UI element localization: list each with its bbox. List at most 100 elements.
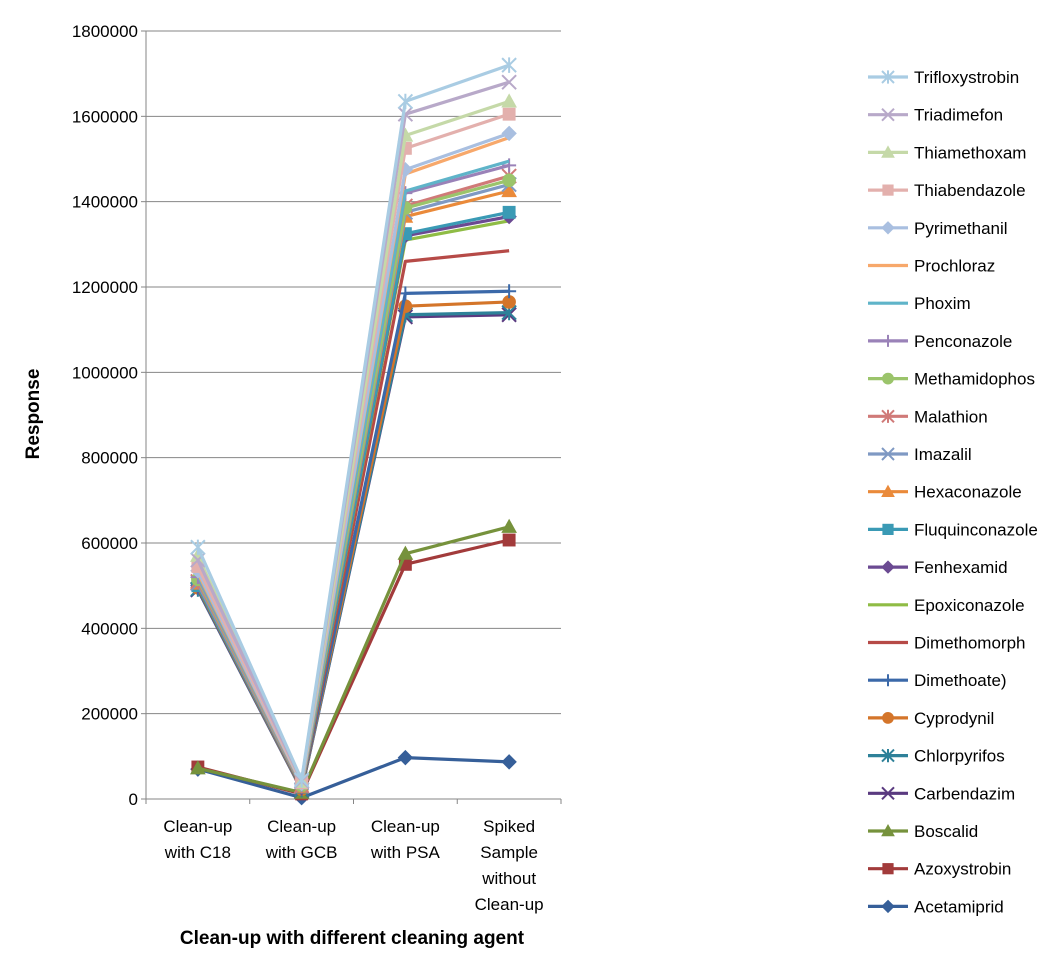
series-dimethoate: [190, 284, 517, 796]
data-point: [882, 334, 894, 347]
data-point: [881, 560, 895, 574]
gridlines: [146, 30, 561, 715]
data-point: [190, 539, 206, 555]
data-point: [881, 899, 895, 914]
data-point: [501, 182, 517, 198]
series-line: [196, 63, 510, 782]
x-tick-label: Clean-up with GCB: [265, 817, 338, 862]
legend-label: Fluquinconazole: [914, 520, 1038, 539]
legend-label: Azoxystrobin: [914, 860, 1011, 879]
legend-label: Fenhexamid: [914, 558, 1008, 577]
x-axis-title: Clean-up with different cleaning agent: [180, 928, 525, 949]
legend-label: Triadimefon: [914, 106, 1003, 125]
y-tick-label: 0: [129, 790, 138, 809]
x-tick-label: Clean-up with PSA: [370, 817, 441, 862]
data-point: [397, 93, 414, 110]
y-tick-label: 600000: [81, 534, 138, 553]
data-point: [882, 712, 894, 724]
data-point: [881, 786, 895, 801]
legend-item: Imazalil: [868, 445, 972, 464]
legend-label: Prochloraz: [914, 257, 995, 276]
data-point: [397, 106, 414, 122]
legend-item: Fenhexamid: [868, 558, 1008, 577]
legend-label: Imazalil: [914, 445, 972, 464]
y-tick-label: 200000: [81, 705, 138, 724]
legend-label: Hexaconazole: [914, 483, 1022, 502]
legend-label: Penconazole: [914, 332, 1012, 351]
legend-item: Penconazole: [868, 332, 1012, 351]
data-point: [881, 70, 895, 84]
data-point: [502, 205, 516, 219]
data-point: [398, 286, 413, 301]
legend-label: Chlorpyrifos: [914, 747, 1005, 766]
legend-item: Boscalid: [868, 822, 978, 841]
legend-item: Pyrimethanil: [868, 219, 1008, 238]
data-point: [881, 145, 895, 158]
legend-label: Acetamiprid: [914, 897, 1004, 916]
data-point: [501, 93, 517, 108]
y-axis-ticks: 0 200000 400000 600000 800000 1000000 1200000 1…: [72, 22, 146, 809]
legend-item: Methamidophos: [868, 370, 1035, 389]
data-point: [881, 748, 895, 763]
legend-item: Fluquinconazole: [868, 520, 1038, 539]
legend-item: Phoxim: [868, 294, 971, 313]
legend-item: Prochloraz: [868, 257, 995, 276]
data-point: [397, 545, 414, 560]
data-point: [501, 518, 517, 533]
data-point: [501, 57, 517, 73]
legend-label: Thiabendazole: [914, 181, 1026, 200]
y-tick-label: 1000000: [72, 363, 138, 382]
data-point: [502, 173, 516, 188]
data-point: [882, 523, 894, 535]
legend-label: Dimethomorph: [914, 634, 1026, 653]
series-line: [197, 756, 510, 800]
y-tick-label: 1200000: [72, 278, 138, 297]
x-axis-ticks: Clean-up with C18 Clean-up with GCB Clean-up…: [145, 799, 562, 914]
data-point: [502, 107, 516, 121]
legend-label: Dimethoate): [914, 671, 1007, 690]
data-point: [502, 158, 517, 173]
legend-label: Epoxiconazole: [914, 596, 1025, 615]
legend-item: Trifloxystrobin: [868, 68, 1019, 87]
x-tick-label: Clean-up with C18: [163, 817, 232, 862]
legend-item: Triadimefon: [868, 106, 1003, 125]
legend-item: Dimethomorph: [868, 634, 1026, 653]
data-point: [882, 863, 894, 875]
data-point: [881, 409, 895, 424]
data-point: [501, 74, 517, 90]
data-point: [190, 760, 206, 775]
y-tick-label: 800000: [81, 449, 138, 468]
y-axis-title: Response: [23, 369, 44, 460]
y-tick-label: 1400000: [72, 193, 138, 212]
legend-label: Trifloxystrobin: [914, 68, 1019, 87]
legend-label: Thiamethoxam: [914, 143, 1026, 162]
y-tick-label: 400000: [81, 619, 138, 638]
y-tick-label: 1600000: [72, 107, 138, 126]
legend-label: Malathion: [914, 407, 988, 426]
data-point: [881, 447, 895, 461]
data-point: [881, 107, 895, 122]
legend-item: Azoxystrobin: [868, 860, 1011, 879]
legend-label: Pyrimethanil: [914, 219, 1008, 238]
data-point: [881, 823, 895, 837]
legend-item: Thiamethoxam: [868, 143, 1026, 162]
legend-label: Boscalid: [914, 822, 978, 841]
data-point: [501, 125, 517, 142]
data-point: [397, 749, 414, 766]
series-layer: [190, 57, 517, 806]
legend-label: Cyprodynil: [914, 709, 994, 728]
legend-item: Thiabendazole: [868, 181, 1026, 200]
legend-item: Carbendazim: [868, 784, 1015, 803]
data-point: [882, 674, 894, 687]
data-point: [501, 754, 517, 770]
data-point: [881, 221, 895, 235]
axes: [145, 31, 561, 800]
series-trifloxystrobin: [190, 57, 517, 788]
legend-item: Epoxiconazole: [868, 596, 1025, 615]
legend-label: Carbendazim: [914, 784, 1015, 803]
series-line: [197, 525, 510, 795]
data-point: [293, 772, 310, 788]
legend-item: Malathion: [868, 407, 988, 426]
data-point: [881, 484, 895, 497]
